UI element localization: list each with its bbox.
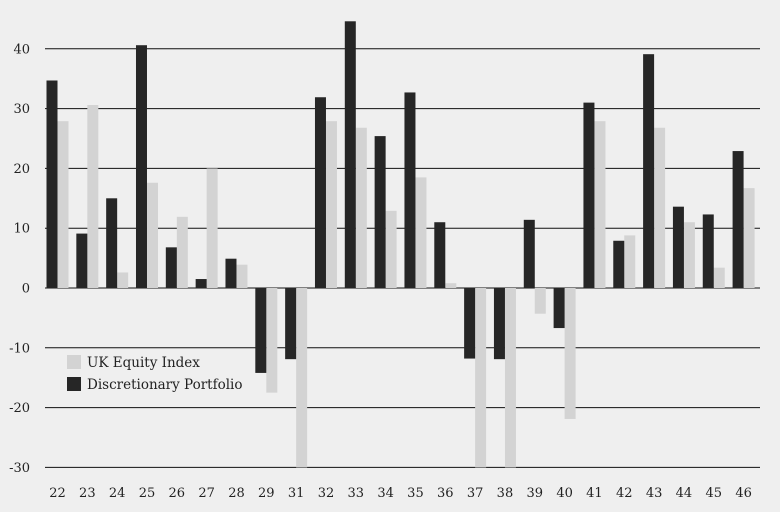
- bar-discretionary-portfolio: [583, 102, 595, 289]
- x-tick-label: 31: [288, 486, 305, 501]
- x-tick-label: 46: [735, 486, 752, 501]
- bar-discretionary-portfolio: [135, 45, 147, 288]
- bar-uk-equity-index: [296, 288, 308, 468]
- x-tick-label: 22: [49, 486, 66, 501]
- bar-discretionary-portfolio: [553, 288, 565, 329]
- y-tick-label: 0: [22, 282, 30, 297]
- bar-discretionary-portfolio: [493, 288, 505, 360]
- x-tick-label: 25: [139, 486, 156, 501]
- bar-uk-equity-index: [325, 121, 337, 289]
- bar-discretionary-portfolio: [285, 288, 297, 360]
- bar-uk-equity-index: [475, 288, 487, 468]
- bar-discretionary-portfolio: [195, 279, 207, 288]
- y-tick-label: -20: [9, 401, 30, 416]
- x-tick-label: 29: [258, 486, 275, 501]
- bar-uk-equity-index: [654, 127, 666, 289]
- legend-swatch: [67, 377, 81, 391]
- bar-uk-equity-index: [624, 235, 636, 288]
- bar-discretionary-portfolio: [732, 151, 744, 288]
- bar-discretionary-portfolio: [404, 92, 416, 288]
- legend-swatch: [67, 355, 81, 369]
- x-tick-label: 36: [437, 486, 454, 501]
- x-tick-label: 44: [676, 486, 693, 501]
- x-tick-label: 28: [228, 486, 245, 501]
- bars: [46, 21, 755, 468]
- bar-uk-equity-index: [683, 222, 695, 288]
- y-tick-label: 30: [13, 102, 30, 117]
- bar-uk-equity-index: [564, 288, 576, 419]
- bar-uk-equity-index: [57, 121, 69, 289]
- bar-uk-equity-index: [146, 182, 158, 288]
- x-tick-label: 37: [467, 486, 484, 501]
- bar-uk-equity-index: [266, 288, 278, 393]
- x-tick-label: 34: [377, 486, 394, 501]
- bar-discretionary-portfolio: [434, 222, 446, 288]
- bar-discretionary-portfolio: [225, 258, 237, 288]
- bar-discretionary-portfolio: [672, 206, 684, 288]
- legend: UK Equity Index Discretionary Portfolio: [67, 355, 243, 393]
- x-tick-label: 45: [705, 486, 722, 501]
- gridlines: [45, 48, 760, 468]
- x-tick-label: 32: [318, 486, 335, 501]
- bar-uk-equity-index: [445, 283, 457, 288]
- bar-discretionary-portfolio: [255, 288, 267, 373]
- x-tick-label: 39: [527, 486, 544, 501]
- y-axis-ticks: 40 30 20 10 0 -10 -20 -30: [9, 42, 30, 476]
- bar-uk-equity-index: [206, 168, 218, 288]
- legend-label: UK Equity Index: [87, 355, 200, 371]
- bar-uk-equity-index: [385, 210, 397, 288]
- legend-label: Discretionary Portfolio: [87, 377, 243, 393]
- bar-discretionary-portfolio: [702, 214, 714, 288]
- x-tick-label: 33: [348, 486, 365, 501]
- bar-uk-equity-index: [415, 177, 427, 288]
- bar-discretionary-portfolio: [344, 21, 356, 289]
- x-tick-label: 42: [616, 486, 633, 501]
- bar-discretionary-portfolio: [643, 54, 655, 288]
- bar-discretionary-portfolio: [523, 219, 535, 288]
- bar-uk-equity-index: [504, 288, 516, 468]
- bar-discretionary-portfolio: [106, 198, 118, 288]
- x-tick-label: 24: [109, 486, 126, 501]
- bar-discretionary-portfolio: [613, 240, 625, 288]
- bar-uk-equity-index: [117, 272, 129, 288]
- bar-uk-equity-index: [355, 127, 367, 289]
- bar-discretionary-portfolio: [76, 233, 88, 288]
- x-tick-label: 35: [407, 486, 424, 501]
- bar-uk-equity-index: [594, 121, 606, 289]
- y-tick-label: 40: [13, 42, 30, 57]
- bar-uk-equity-index: [743, 188, 755, 288]
- x-axis-ticks: 22 23 24 25 26 27 28 29 31 32 33 34 35 36 37 38 39 40 41 42…: [49, 486, 752, 501]
- x-tick-label: 38: [497, 486, 514, 501]
- bar-uk-equity-index: [176, 216, 188, 288]
- bar-discretionary-portfolio: [165, 247, 177, 288]
- x-tick-label: 41: [586, 486, 603, 501]
- x-tick-label: 26: [169, 486, 186, 501]
- x-tick-label: 27: [198, 486, 215, 501]
- y-tick-label: -30: [9, 461, 30, 476]
- bar-uk-equity-index: [713, 267, 725, 288]
- bar-discretionary-portfolio: [46, 80, 58, 288]
- x-tick-label: 40: [556, 486, 573, 501]
- y-tick-label: -10: [9, 341, 30, 356]
- bar-uk-equity-index: [87, 105, 99, 289]
- x-tick-label: 43: [646, 486, 663, 501]
- bar-discretionary-portfolio: [464, 288, 476, 359]
- x-tick-label: 23: [79, 486, 96, 501]
- bar-uk-equity-index: [236, 264, 248, 288]
- bar-uk-equity-index: [534, 288, 546, 314]
- bar-discretionary-portfolio: [374, 136, 386, 288]
- y-tick-label: 20: [13, 162, 30, 177]
- bar-discretionary-portfolio: [314, 97, 326, 288]
- y-tick-label: 10: [13, 222, 30, 237]
